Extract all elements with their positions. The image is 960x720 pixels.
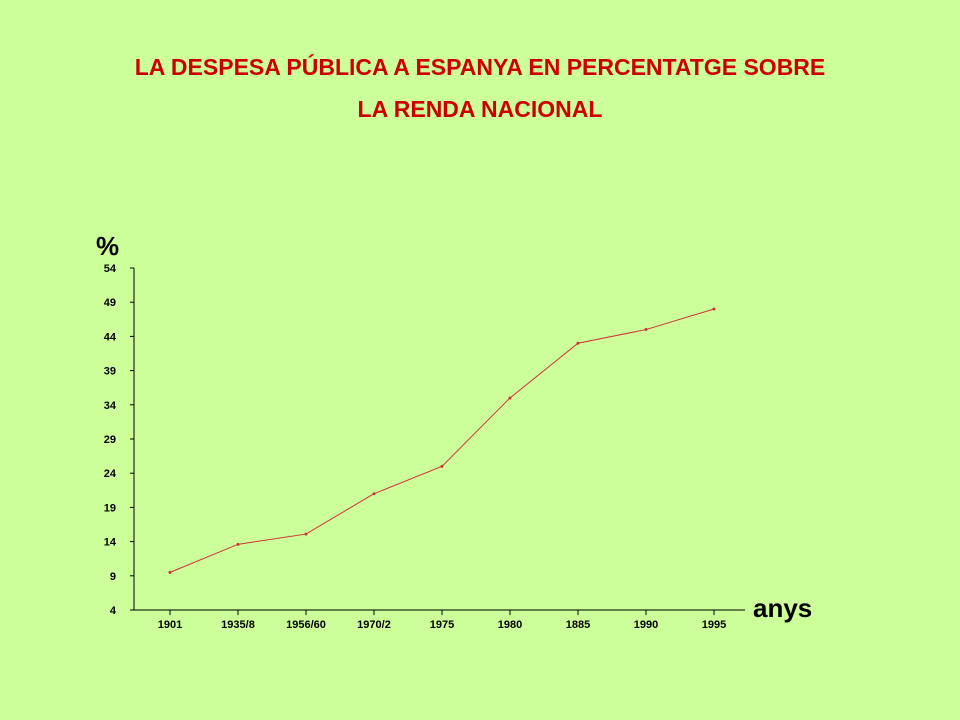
- data-point: [236, 542, 240, 546]
- y-tick-label: 4: [110, 605, 117, 617]
- x-tick-label: 1975: [430, 619, 454, 631]
- y-tick-label: 54: [104, 263, 117, 275]
- y-tick-label: 44: [104, 331, 117, 343]
- y-tick-label: 9: [110, 571, 116, 583]
- y-tick-label: 34: [104, 400, 117, 412]
- x-tick-label: 1956/60: [286, 619, 326, 631]
- data-point: [304, 532, 308, 536]
- data-point: [440, 464, 444, 468]
- y-tick-label: 19: [104, 502, 116, 514]
- data-point: [644, 328, 648, 332]
- x-tick-label: 1885: [566, 619, 590, 631]
- data-point: [168, 570, 172, 574]
- x-tick-label: 1901: [158, 619, 182, 631]
- x-tick-label: 1995: [702, 619, 726, 631]
- data-point: [372, 492, 376, 496]
- y-axis-label: %: [96, 231, 119, 261]
- y-tick-label: 14: [104, 537, 117, 549]
- series-line: [169, 308, 715, 573]
- x-tick-label: 1990: [634, 619, 658, 631]
- data-point: [712, 307, 716, 311]
- chart-title-line-2: LA RENDA NACIONAL: [357, 96, 603, 122]
- y-tick-label: 39: [104, 366, 116, 378]
- y-tick-label: 49: [104, 297, 116, 309]
- data-point: [508, 396, 512, 400]
- series-group: [168, 307, 716, 574]
- chart-axes: [133, 268, 745, 611]
- x-axis-ticks: 1901 1935/8 1956/60 1970/2 1975 1980 1885 1990 1…: [158, 610, 726, 631]
- chart-title-line-1: LA DESPESA PÚBLICA A ESPANYA EN PERCENTA…: [134, 54, 826, 80]
- x-tick-label: 1935/8: [221, 619, 255, 631]
- y-tick-label: 29: [104, 434, 116, 446]
- x-tick-label: 1970/2: [357, 619, 391, 631]
- data-point: [576, 341, 580, 345]
- y-tick-label: 24: [104, 468, 117, 480]
- x-tick-label: 1980: [498, 619, 522, 631]
- x-axis-label: anys: [753, 593, 812, 623]
